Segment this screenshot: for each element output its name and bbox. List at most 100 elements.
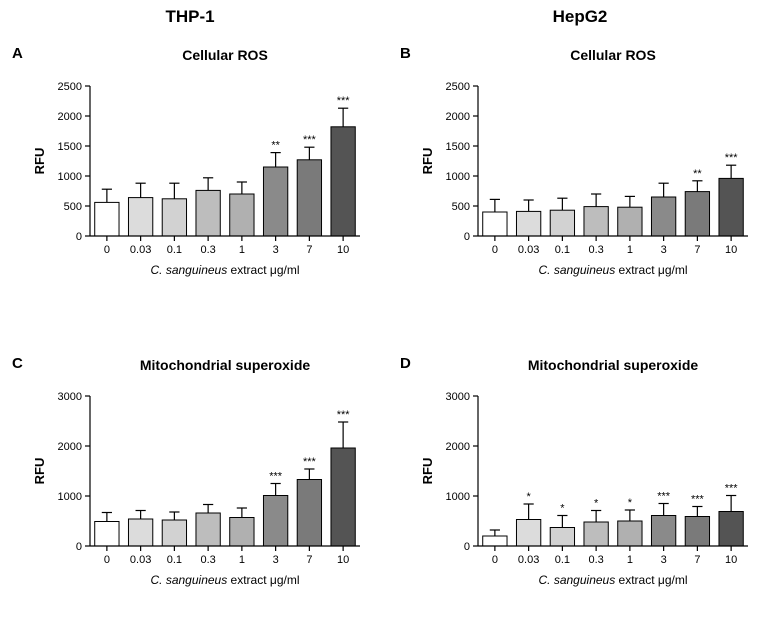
significance-marker: ***: [303, 134, 317, 146]
bar: [618, 207, 642, 236]
significance-marker: ***: [725, 483, 739, 495]
bar: [685, 192, 709, 236]
x-tick-label: 0.03: [518, 244, 539, 256]
y-axis-label: RFU: [32, 148, 47, 175]
column-title: HepG2: [553, 7, 608, 26]
x-tick-label: 3: [661, 554, 667, 566]
significance-marker: ***: [303, 456, 317, 468]
bar: [162, 520, 186, 546]
significance-marker: ***: [337, 95, 351, 107]
x-axis-label: C. sanguineus extract μg/ml: [539, 263, 688, 277]
panel-B: BCellular ROS0500100015002000250000.030.…: [400, 45, 748, 277]
bar: [331, 127, 355, 236]
column-title: THP-1: [165, 7, 214, 26]
y-tick-label: 2500: [58, 81, 82, 93]
bar: [516, 211, 540, 236]
y-axis-label: RFU: [420, 458, 435, 485]
bar: [128, 198, 152, 236]
significance-marker: ***: [269, 471, 283, 483]
x-tick-label: 3: [273, 554, 279, 566]
panel-letter: C: [12, 355, 23, 372]
bar: [483, 536, 507, 546]
x-tick-label: 0.3: [200, 244, 215, 256]
x-tick-label: 0.03: [130, 554, 151, 566]
x-tick-label: 0.3: [588, 244, 603, 256]
x-tick-label: 0: [492, 244, 498, 256]
y-tick-label: 1500: [446, 141, 470, 153]
significance-marker: **: [693, 168, 702, 180]
x-tick-label: 0.3: [588, 554, 603, 566]
x-tick-label: 0.03: [130, 244, 151, 256]
panel-letter: A: [12, 45, 23, 62]
bar: [550, 528, 574, 547]
significance-marker: **: [271, 140, 280, 152]
y-tick-label: 1000: [58, 491, 82, 503]
x-axis-label: C. sanguineus extract μg/ml: [151, 573, 300, 587]
bar: [95, 522, 119, 547]
x-tick-label: 7: [694, 554, 700, 566]
bar: [263, 496, 287, 547]
panel-subtitle: Mitochondrial superoxide: [528, 357, 699, 373]
x-axis-label: C. sanguineus extract μg/ml: [151, 263, 300, 277]
significance-marker: ***: [337, 409, 351, 421]
bar: [719, 512, 743, 547]
y-tick-label: 2000: [58, 111, 82, 123]
y-tick-label: 0: [464, 541, 470, 553]
bar: [584, 207, 608, 236]
panel-letter: B: [400, 45, 411, 62]
panel-letter: D: [400, 355, 411, 372]
x-tick-label: 1: [627, 244, 633, 256]
x-tick-label: 7: [694, 244, 700, 256]
y-tick-label: 2000: [58, 441, 82, 453]
panel-A: ACellular ROS0500100015002000250000.030.…: [12, 45, 360, 277]
y-axis-label: RFU: [420, 148, 435, 175]
x-tick-label: 0: [104, 244, 110, 256]
x-tick-label: 0.1: [167, 244, 182, 256]
bar: [483, 212, 507, 236]
bar: [263, 167, 287, 236]
x-tick-label: 0: [104, 554, 110, 566]
x-tick-label: 0.1: [555, 554, 570, 566]
panel-C: CMitochondrial superoxide010002000300000…: [12, 355, 360, 587]
x-tick-label: 10: [725, 244, 737, 256]
bar: [516, 520, 540, 547]
x-tick-label: 1: [627, 554, 633, 566]
bar: [719, 178, 743, 236]
bar: [584, 522, 608, 546]
x-tick-label: 0.1: [555, 244, 570, 256]
y-tick-label: 1500: [58, 141, 82, 153]
x-tick-label: 3: [273, 244, 279, 256]
significance-marker: *: [594, 498, 599, 510]
y-tick-label: 2500: [446, 81, 470, 93]
bar: [651, 197, 675, 236]
y-tick-label: 1000: [58, 171, 82, 183]
y-tick-label: 1000: [446, 491, 470, 503]
y-tick-label: 2000: [446, 441, 470, 453]
bar: [128, 519, 152, 546]
bar: [196, 513, 220, 546]
significance-marker: ***: [691, 494, 705, 506]
panel-subtitle: Cellular ROS: [570, 47, 656, 63]
bar: [95, 202, 119, 236]
significance-marker: *: [628, 497, 633, 509]
x-tick-label: 3: [661, 244, 667, 256]
y-tick-label: 500: [64, 201, 82, 213]
bar: [230, 194, 254, 236]
significance-marker: ***: [657, 491, 671, 503]
y-tick-label: 3000: [58, 391, 82, 403]
bar: [162, 199, 186, 236]
bar: [196, 190, 220, 236]
bar: [618, 521, 642, 546]
bar: [230, 518, 254, 547]
x-tick-label: 10: [725, 554, 737, 566]
y-tick-label: 1000: [446, 171, 470, 183]
bar: [651, 516, 675, 547]
x-tick-label: 1: [239, 554, 245, 566]
panel-D: DMitochondrial superoxide01000200030000*…: [400, 355, 748, 587]
significance-marker: ***: [725, 152, 739, 164]
bar: [685, 517, 709, 547]
bar: [550, 210, 574, 236]
y-tick-label: 0: [76, 231, 82, 243]
x-tick-label: 1: [239, 244, 245, 256]
x-tick-label: 10: [337, 244, 349, 256]
